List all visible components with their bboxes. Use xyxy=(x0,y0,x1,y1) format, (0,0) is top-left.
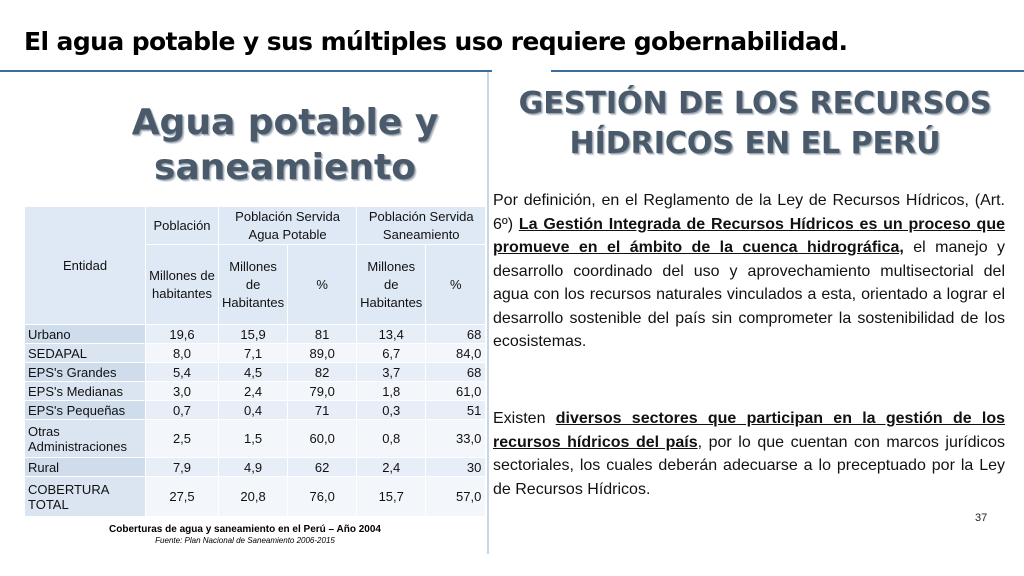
cell-entidad: Urbano xyxy=(24,324,146,344)
cell-san-millones: 13,4 xyxy=(356,324,427,344)
title-underline-right xyxy=(551,70,1024,72)
cell-san-millones: 2,4 xyxy=(356,457,427,477)
caption-source: Fuente: Plan Nacional de Saneamiento 200… xyxy=(155,536,335,545)
cell-agua-pct: 82 xyxy=(287,362,358,382)
cell-entidad: EPS's Medianas xyxy=(24,381,146,401)
left-heading-line2: saneamiento xyxy=(154,147,416,188)
table-row: EPS's Medianas 3,0 2,4 79,0 1,8 61,0 xyxy=(24,381,487,401)
cell-agua-millones: 2,4 xyxy=(217,381,289,401)
cell-agua-millones: 1,5 xyxy=(217,419,289,458)
cell-san-pct: 68 xyxy=(425,362,487,382)
cell-agua-millones: 15,9 xyxy=(217,324,289,344)
cell-agua-pct: 79,0 xyxy=(287,381,358,401)
cell-agua-pct: 62 xyxy=(287,457,358,477)
table-row: Otras Administraciones 2,5 1,5 60,0 0,8 33,0 xyxy=(24,419,487,458)
table-row: EPS's Grandes 5,4 4,5 82 3,7 68 xyxy=(24,362,487,382)
cell-agua-pct: 60,0 xyxy=(287,419,358,458)
cell-san-pct: 30 xyxy=(425,457,487,477)
header-servida-agua: Población Servida Agua Potable xyxy=(217,206,358,245)
cell-poblacion: 3,0 xyxy=(145,381,219,401)
table-row: SEDAPAL 8,0 7,1 89,0 6,7 84,0 xyxy=(24,343,487,363)
cell-san-pct: 61,0 xyxy=(425,381,487,401)
cell-entidad: COBERTURA TOTAL xyxy=(24,476,146,517)
right-heading-line1: GESTIÓN DE LOS RECURSOS xyxy=(518,86,992,121)
header-entidad: Entidad xyxy=(24,206,146,325)
definition-highlight: La Gestión Integrada de Recursos Hídrico… xyxy=(493,215,1005,257)
right-heading-line2: HÍDRICOS EN EL PERÚ xyxy=(569,126,941,161)
left-heading: Agua potable y saneamiento xyxy=(130,100,440,190)
cell-san-pct: 68 xyxy=(425,324,487,344)
coverage-table: Entidad Población Población Servida Agua… xyxy=(24,206,487,517)
cell-san-millones: 6,7 xyxy=(356,343,427,363)
cell-agua-pct: 71 xyxy=(287,400,358,420)
cell-agua-millones: 7,1 xyxy=(217,343,289,363)
slide-title: El agua potable y sus múltiples uso requ… xyxy=(24,27,848,56)
cell-san-millones: 0,3 xyxy=(356,400,427,420)
table-row: Urbano 19,6 15,9 81 13,4 68 xyxy=(24,324,487,344)
cell-entidad: EPS's Pequeñas xyxy=(24,400,146,420)
cell-san-pct: 51 xyxy=(425,400,487,420)
cell-san-millones: 0,8 xyxy=(356,419,427,458)
page-number: 37 xyxy=(975,512,988,524)
table-row: EPS's Pequeñas 0,7 0,4 71 0,3 51 xyxy=(24,400,487,420)
header-poblacion: Población xyxy=(145,206,219,245)
cell-san-millones: 3,7 xyxy=(356,362,427,382)
cell-san-pct: 33,0 xyxy=(425,419,487,458)
cell-poblacion: 5,4 xyxy=(145,362,219,382)
cell-agua-millones: 4,5 xyxy=(217,362,289,382)
cell-poblacion: 2,5 xyxy=(145,419,219,458)
table-row: COBERTURA TOTAL 27,5 20,8 76,0 15,7 57,0 xyxy=(24,476,487,517)
cell-entidad: EPS's Grandes xyxy=(24,362,146,382)
cell-poblacion: 19,6 xyxy=(145,324,219,344)
definition-paragraph: Por definición, en el Reglamento de la L… xyxy=(493,189,1005,354)
sectors-highlight: diversos sectores que participan en la g… xyxy=(493,410,1006,451)
panel-separator xyxy=(487,72,489,554)
header-servida-saneamiento: Población Servida Saneamiento xyxy=(356,206,487,245)
definition-rest: el manejo y desarrollo coordinado del us… xyxy=(493,239,1006,350)
cell-san-pct: 84,0 xyxy=(425,343,487,363)
table-row: Rural 7,9 4,9 62 2,4 30 xyxy=(24,457,487,477)
definition-intro: Por definición, en el Reglamento de la L… xyxy=(493,192,1005,233)
cell-agua-millones: 20,8 xyxy=(217,476,289,517)
table-caption: Coberturas de agua y saneamiento en el P… xyxy=(100,524,390,546)
cell-san-pct: 57,0 xyxy=(425,476,487,517)
cell-poblacion: 8,0 xyxy=(145,343,219,363)
cell-entidad: SEDAPAL xyxy=(24,343,146,363)
cell-entidad: Rural xyxy=(24,457,146,477)
cell-agua-pct: 81 xyxy=(287,324,358,344)
caption-title: Coberturas de agua y saneamiento en el P… xyxy=(109,524,381,535)
subheader-poblacion-unit: Millones de habitantes xyxy=(145,244,219,325)
cell-agua-pct: 89,0 xyxy=(287,343,358,363)
right-heading: GESTIÓN DE LOS RECURSOS HÍDRICOS EN EL P… xyxy=(494,84,1016,164)
cell-agua-millones: 0,4 xyxy=(217,400,289,420)
cell-san-millones: 15,7 xyxy=(356,476,427,517)
cell-agua-pct: 76,0 xyxy=(287,476,358,517)
subheader-san-unit: Millones de Habitantes xyxy=(356,244,427,325)
table-header-row: Entidad Población Población Servida Agua… xyxy=(24,206,487,325)
subheader-agua-pct: % xyxy=(287,244,358,325)
sectors-paragraph: Existen diversos sectores que participan… xyxy=(493,407,1005,501)
left-heading-line1: Agua potable y xyxy=(131,102,439,143)
cell-poblacion: 27,5 xyxy=(145,476,219,517)
table-subheader-row: Millones de habitantes Millones de Habit… xyxy=(25,244,487,325)
subheader-san-pct: % xyxy=(425,244,487,325)
cell-san-millones: 1,8 xyxy=(356,381,427,401)
table-body: Urbano 19,6 15,9 81 13,4 68 SEDAPAL 8,0 7,1 89,0 6… xyxy=(24,324,487,517)
subheader-agua-unit: Millones de Habitantes xyxy=(217,244,289,325)
cell-poblacion: 0,7 xyxy=(145,400,219,420)
sectors-intro: Existen xyxy=(493,410,556,427)
cell-entidad: Otras Administraciones xyxy=(24,419,146,458)
sectors-rest: , por lo que cuentan con marcos jurídico… xyxy=(493,433,1005,498)
cell-poblacion: 7,9 xyxy=(145,457,219,477)
title-underline-left xyxy=(0,70,492,72)
cell-agua-millones: 4,9 xyxy=(217,457,289,477)
